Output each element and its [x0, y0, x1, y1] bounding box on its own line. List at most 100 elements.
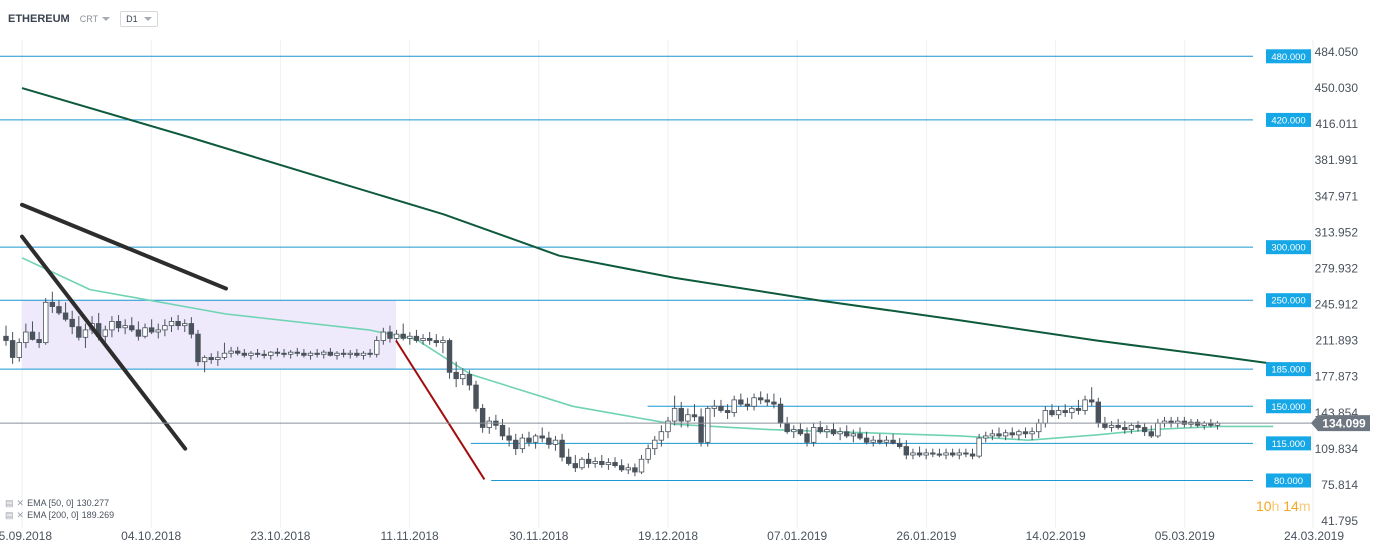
trendline-lower [20, 234, 188, 451]
level-tag-label: 150.000 [1271, 402, 1305, 413]
candle-body [1155, 422, 1161, 437]
candle-body [665, 420, 671, 433]
price-tick-label: 347.971 [1315, 189, 1359, 203]
candle-body [685, 414, 691, 422]
candle-body [652, 439, 658, 450]
level-tag [1266, 112, 1311, 127]
level-tag [1266, 49, 1311, 64]
candle-body [744, 403, 751, 407]
level-tag-label: 480.000 [1271, 52, 1305, 63]
time-tick-label: 04.10.2018 [121, 529, 181, 543]
candle-body [109, 321, 115, 331]
candle-body [466, 374, 473, 386]
level-tag [1266, 436, 1311, 451]
candle-body [43, 301, 49, 344]
indicator-value: 189.269 [81, 510, 115, 520]
candle-body [943, 452, 949, 456]
candle-body [102, 329, 108, 337]
time-tick-label: 11.11.2018 [380, 529, 439, 543]
candle-body [599, 460, 605, 465]
candle-body [1002, 432, 1009, 437]
candle-body [771, 401, 777, 405]
candle-body [287, 351, 294, 355]
candle-body [334, 352, 340, 356]
candle-body [1075, 407, 1082, 411]
candle-body [175, 321, 181, 327]
candle-body [1055, 410, 1062, 416]
candle-body [433, 340, 439, 344]
candle-body [757, 397, 764, 401]
candle-body [691, 414, 698, 418]
time-tick-label: 19.12.2018 [638, 529, 698, 543]
candle-body [393, 333, 400, 339]
candle-body [797, 429, 804, 435]
candle-body [400, 333, 406, 339]
candle-body [9, 340, 16, 358]
candle-body [208, 357, 214, 360]
candle-body [731, 399, 737, 414]
time-tick-label: 14.02.2019 [1026, 529, 1086, 543]
level-tag-label: 80.000 [1274, 476, 1303, 487]
level-tag-label: 185.000 [1271, 365, 1305, 376]
candle-body [1148, 431, 1154, 437]
candle-body [499, 424, 506, 437]
candle-body [539, 435, 545, 439]
candle-body [506, 435, 512, 441]
timeframe-dropdown[interactable]: D1 [120, 11, 158, 27]
candle-body [1022, 431, 1029, 435]
candle-body [857, 433, 863, 439]
candle-body [566, 456, 572, 464]
candle-body [215, 357, 221, 360]
candle-body [983, 435, 989, 439]
candle-body [446, 340, 453, 373]
ema50-line [21, 257, 1274, 442]
candle-body [1135, 424, 1141, 428]
candle-body [724, 410, 731, 414]
candle-body [949, 452, 956, 456]
timeframe-label: D1 [126, 14, 138, 24]
indicator-label: EMA [200, 0] [27, 510, 79, 520]
candle-body [347, 352, 353, 355]
candle-body [1141, 427, 1148, 433]
countdown-hours-unit: h [1271, 498, 1280, 514]
current-price-label: 134.099 [1322, 417, 1366, 431]
candle-body [228, 350, 234, 354]
candle-body [850, 433, 857, 437]
candle-body [3, 335, 9, 341]
candle-body [188, 323, 195, 335]
candle-body [1095, 401, 1101, 424]
price-tick-label: 381.991 [1315, 153, 1359, 167]
candle-body [195, 333, 201, 363]
price-tick-label: 75.814 [1321, 478, 1358, 492]
candle-body [129, 325, 135, 331]
candle-body [532, 435, 539, 443]
close-icon[interactable]: ✕ [16, 498, 25, 508]
candle-body [1029, 431, 1035, 435]
candle-body [460, 374, 466, 380]
chart-style-dropdown[interactable]: CRT [79, 14, 111, 24]
candle-body [155, 329, 161, 333]
chart-style-label: CRT [79, 14, 99, 24]
close-icon[interactable]: ✕ [16, 510, 25, 520]
symbol-label[interactable]: ETHEREUM [8, 13, 70, 25]
candle-body [559, 439, 565, 458]
candle-body [810, 427, 817, 443]
candle-body [824, 429, 830, 433]
candle-body [420, 337, 426, 341]
price-tick-label: 177.873 [1315, 370, 1359, 384]
candle-body [254, 352, 261, 355]
countdown-hours: 10 [1256, 498, 1272, 514]
drawn-lines[interactable] [20, 202, 486, 480]
candle-body [1122, 427, 1128, 430]
candle-body [1042, 410, 1049, 424]
candle-body [897, 442, 903, 447]
settings-icon[interactable]: ▤ [5, 498, 14, 508]
candle-body [1108, 424, 1115, 428]
candle-body [321, 351, 327, 355]
indicator-label: EMA [50, 0] [27, 498, 74, 508]
settings-icon[interactable]: ▤ [5, 510, 14, 520]
candle-body [817, 427, 823, 433]
level-tag [1266, 293, 1311, 308]
candle-body [923, 452, 929, 456]
